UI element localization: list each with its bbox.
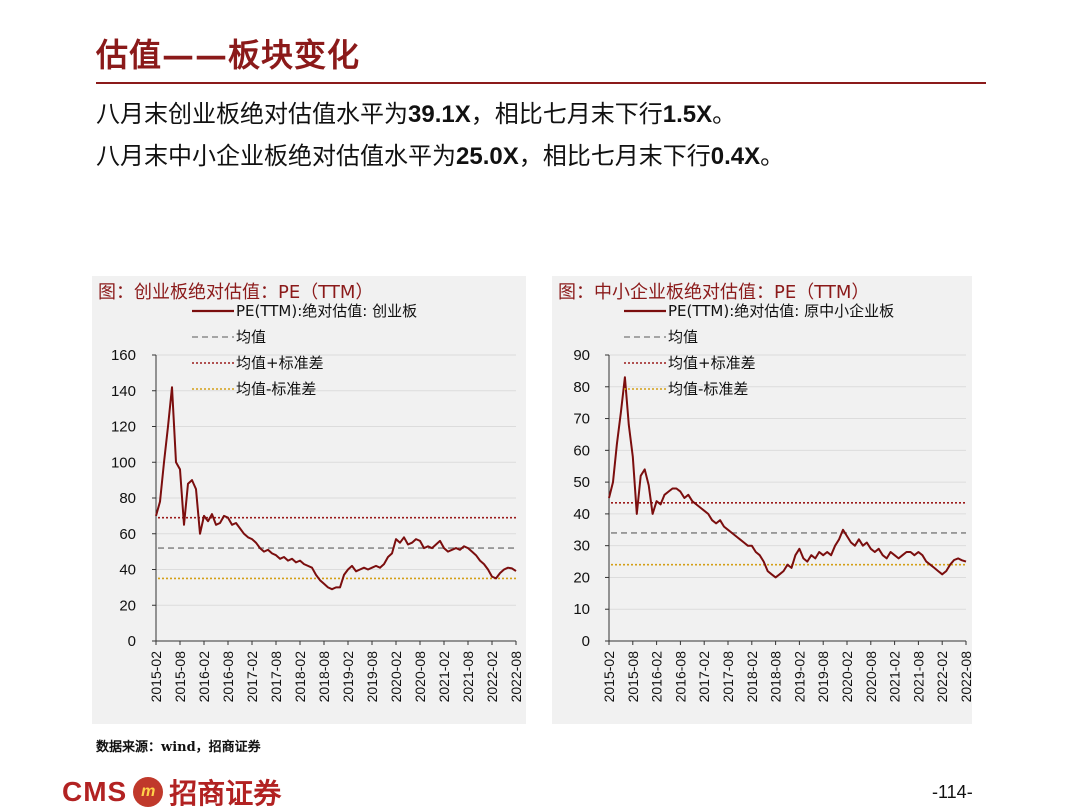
- series-line: [608, 376, 967, 579]
- x-tick-label: 2021-02: [436, 651, 452, 703]
- logo-badge-icon: m: [133, 777, 164, 807]
- x-tick-label: 2019-02: [791, 651, 807, 703]
- x-tick-label: 2017-02: [696, 651, 712, 703]
- y-tick-label: 90: [573, 347, 590, 364]
- x-tick-label: 2016-02: [196, 651, 212, 703]
- y-tick-label: 20: [573, 569, 590, 586]
- x-tick-label: 2015-02: [148, 651, 164, 703]
- chart-panel-sme: 图：中小企业板绝对估值：PE（TTM） 0 10 20 30 40 50 60 70 80 90 2…: [552, 276, 972, 724]
- page-title: 估值——板块变化: [96, 36, 361, 74]
- x-tick-label: 2021-08: [910, 651, 926, 703]
- x-tick-label: 2015-02: [601, 651, 617, 703]
- legend-series-label: PE(TTM):绝对估值: 原中小企业板: [668, 302, 894, 320]
- page-number: -114-: [932, 782, 973, 802]
- chart-panel-chinext: 图：创业板绝对估值：PE（TTM） 0 20 40 60 80 100 120 140 160 2…: [92, 276, 526, 724]
- y-tick-label: 60: [573, 442, 590, 459]
- x-tick-label: 2015-08: [625, 651, 641, 703]
- summary-line-1: 八月末创业板绝对估值水平为39.1X，相比七月末下行1.5X。: [96, 100, 737, 128]
- x-tick-label: 2016-08: [220, 651, 236, 703]
- x-tick-label: 2019-02: [340, 651, 356, 703]
- x-tick-label: 2020-08: [863, 651, 879, 703]
- x-tick-label: 2020-08: [412, 651, 428, 703]
- x-tick-label: 2022-08: [508, 651, 524, 703]
- x-tick-label: 2016-02: [649, 651, 665, 703]
- x-tick-label: 2018-02: [744, 651, 760, 703]
- x-tick-label: 2018-08: [768, 651, 784, 703]
- x-tick-label: 2020-02: [839, 651, 855, 703]
- y-tick-label: 0: [582, 633, 590, 650]
- legend-series-label: PE(TTM):绝对估值: 创业板: [236, 302, 417, 320]
- series-line: [155, 386, 517, 591]
- x-tick-label: 2017-02: [244, 651, 260, 703]
- x-tick-label: 2016-08: [672, 651, 688, 703]
- chart-title: 图：创业板绝对估值：PE（TTM）: [98, 282, 374, 303]
- x-tick-label: 2021-08: [460, 651, 476, 703]
- y-tick-label: 20: [119, 597, 136, 614]
- x-tick-label: 2017-08: [268, 651, 284, 703]
- y-tick-label: 40: [119, 562, 136, 579]
- x-tick-label: 2021-02: [887, 651, 903, 703]
- legend-mean-minus-label: 均值-标准差: [236, 380, 316, 398]
- y-tick-label: 0: [128, 633, 136, 650]
- y-tick-label: 40: [573, 506, 590, 523]
- y-tick-label: 100: [111, 454, 136, 471]
- x-tick-label: 2017-08: [720, 651, 736, 703]
- y-tick-label: 30: [573, 538, 590, 555]
- x-tick-label: 2022-08: [958, 651, 972, 703]
- y-tick-label: 70: [573, 411, 590, 428]
- summary-line-2: 八月末中小企业板绝对估值水平为25.0X，相比七月末下行0.4X。: [96, 142, 785, 170]
- y-tick-label: 60: [119, 526, 136, 543]
- x-tick-label: 2018-02: [292, 651, 308, 703]
- chart-sme: 0 10 20 30 40 50 60 70 80 90 2015-02 2015-08 2016-02…: [573, 302, 972, 703]
- x-tick-label: 2018-08: [316, 651, 332, 703]
- company-name: 招商证券: [169, 777, 282, 810]
- y-tick-label: 50: [573, 474, 590, 491]
- chart-chinext: 0 20 40 60 80 100 120 140 160 2015-02 2015-08 2016-…: [111, 302, 524, 703]
- y-tick-label: 120: [111, 419, 136, 436]
- x-tick-label: 2019-08: [815, 651, 831, 703]
- x-tick-label: 2022-02: [934, 651, 950, 703]
- legend-mean-plus-label: 均值+标准差: [236, 354, 324, 372]
- title-divider: [96, 82, 986, 84]
- chart-title: 图：中小企业板绝对估值：PE（TTM）: [558, 282, 870, 303]
- y-tick-label: 80: [573, 379, 590, 396]
- y-tick-label: 10: [573, 601, 590, 618]
- x-tick-label: 2022-02: [484, 651, 500, 703]
- legend-mean-label: 均值: [668, 328, 698, 346]
- x-tick-label: 2015-08: [172, 651, 188, 703]
- legend-mean-label: 均值: [236, 328, 266, 346]
- logo-text: CMS: [62, 776, 128, 807]
- x-tick-label: 2019-08: [364, 651, 380, 703]
- data-source: 数据来源：wind，招商证券: [96, 740, 261, 755]
- y-tick-label: 80: [119, 490, 136, 507]
- legend-mean-minus-label: 均值-标准差: [668, 380, 748, 398]
- y-tick-label: 160: [111, 347, 136, 364]
- x-tick-label: 2020-02: [388, 651, 404, 703]
- company-logo: CMS m 招商证券: [62, 772, 281, 812]
- y-tick-label: 140: [111, 383, 136, 400]
- legend-mean-plus-label: 均值+标准差: [668, 354, 756, 372]
